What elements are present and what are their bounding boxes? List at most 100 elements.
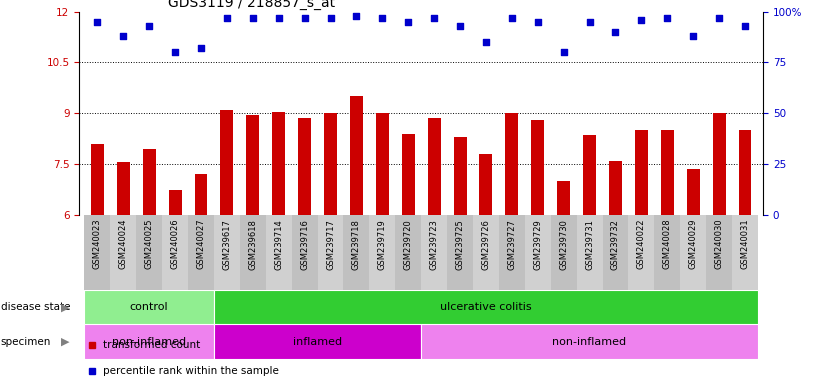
- Text: ▶: ▶: [61, 302, 69, 312]
- Point: [168, 49, 182, 55]
- Bar: [602, 215, 628, 290]
- Text: specimen: specimen: [1, 337, 51, 347]
- Bar: [162, 215, 188, 290]
- Bar: [661, 130, 674, 215]
- Point: [194, 45, 208, 51]
- Bar: [473, 215, 499, 290]
- Text: GSM239618: GSM239618: [249, 219, 258, 270]
- Bar: [576, 215, 602, 290]
- Text: GSM239723: GSM239723: [430, 219, 439, 270]
- Bar: [681, 215, 706, 290]
- Text: GSM240022: GSM240022: [637, 219, 646, 269]
- Bar: [499, 215, 525, 290]
- Text: ulcerative colitis: ulcerative colitis: [440, 302, 532, 312]
- Bar: [376, 113, 389, 215]
- Text: GSM239725: GSM239725: [455, 219, 465, 270]
- Point: [428, 15, 441, 21]
- Point: [480, 39, 493, 45]
- Bar: [635, 130, 648, 215]
- Text: GSM240028: GSM240028: [663, 219, 671, 270]
- Bar: [84, 324, 214, 359]
- Point: [531, 19, 545, 25]
- Bar: [738, 130, 751, 215]
- Bar: [110, 215, 136, 290]
- Text: GSM239617: GSM239617: [223, 219, 231, 270]
- Bar: [628, 215, 655, 290]
- Point: [609, 29, 622, 35]
- Text: GSM240024: GSM240024: [118, 219, 128, 269]
- Bar: [188, 215, 214, 290]
- Bar: [318, 215, 344, 290]
- Bar: [117, 162, 130, 215]
- Text: transformed count: transformed count: [103, 339, 200, 350]
- Bar: [447, 215, 473, 290]
- Bar: [350, 96, 363, 215]
- Point: [272, 15, 285, 21]
- Text: GSM239732: GSM239732: [611, 219, 620, 270]
- Bar: [531, 120, 545, 215]
- Text: GSM239727: GSM239727: [507, 219, 516, 270]
- Text: percentile rank within the sample: percentile rank within the sample: [103, 366, 279, 376]
- Bar: [214, 324, 421, 359]
- Bar: [143, 149, 156, 215]
- Point: [454, 23, 467, 29]
- Bar: [428, 118, 440, 215]
- Bar: [686, 169, 700, 215]
- Bar: [402, 134, 414, 215]
- Point: [375, 15, 389, 21]
- Bar: [220, 110, 234, 215]
- Bar: [550, 215, 576, 290]
- Bar: [194, 174, 208, 215]
- Text: GSM240029: GSM240029: [689, 219, 698, 269]
- Text: GSM240031: GSM240031: [741, 219, 750, 270]
- Text: GSM240026: GSM240026: [171, 219, 179, 270]
- Text: GSM240023: GSM240023: [93, 219, 102, 270]
- Point: [583, 19, 596, 25]
- Point: [246, 15, 259, 21]
- Text: GDS3119 / 218857_s_at: GDS3119 / 218857_s_at: [168, 0, 335, 10]
- Text: non-inflamed: non-inflamed: [112, 337, 186, 347]
- Bar: [292, 215, 318, 290]
- Bar: [655, 215, 681, 290]
- Point: [505, 15, 519, 21]
- Text: inflamed: inflamed: [293, 337, 342, 347]
- Text: GSM239720: GSM239720: [404, 219, 413, 270]
- Point: [349, 13, 363, 19]
- Point: [324, 15, 337, 21]
- Point: [557, 49, 570, 55]
- Text: GSM239718: GSM239718: [352, 219, 361, 270]
- Bar: [168, 190, 182, 215]
- Bar: [583, 135, 596, 215]
- Bar: [91, 144, 104, 215]
- Bar: [706, 215, 732, 290]
- Bar: [609, 161, 622, 215]
- Text: GSM239716: GSM239716: [300, 219, 309, 270]
- Bar: [246, 115, 259, 215]
- Text: control: control: [130, 302, 168, 312]
- Text: disease state: disease state: [1, 302, 70, 312]
- Bar: [84, 215, 110, 290]
- Bar: [344, 215, 369, 290]
- Text: GSM239731: GSM239731: [585, 219, 594, 270]
- Point: [143, 23, 156, 29]
- Bar: [324, 113, 337, 215]
- Point: [401, 19, 414, 25]
- Bar: [732, 215, 758, 290]
- Bar: [272, 112, 285, 215]
- Point: [712, 15, 726, 21]
- Text: GSM239730: GSM239730: [559, 219, 568, 270]
- Bar: [395, 215, 421, 290]
- Text: GSM239717: GSM239717: [326, 219, 335, 270]
- Bar: [480, 154, 492, 215]
- Bar: [369, 215, 395, 290]
- Text: GSM239729: GSM239729: [533, 219, 542, 270]
- Point: [635, 17, 648, 23]
- Bar: [454, 137, 466, 215]
- Bar: [421, 215, 447, 290]
- Bar: [557, 181, 570, 215]
- Bar: [298, 118, 311, 215]
- Point: [686, 33, 700, 39]
- Text: non-inflamed: non-inflamed: [552, 337, 626, 347]
- Text: GSM240025: GSM240025: [144, 219, 153, 269]
- Bar: [266, 215, 292, 290]
